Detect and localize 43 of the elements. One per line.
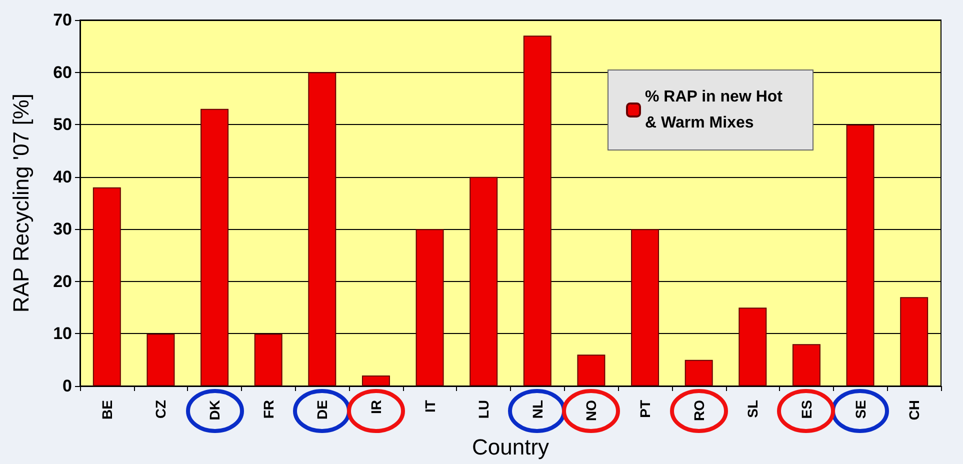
bar [470, 176, 498, 386]
x-tick-label: SL [744, 400, 761, 418]
x-tick-label: IR [368, 400, 384, 414]
bar [416, 229, 444, 386]
x-tick-label: DE [314, 400, 330, 420]
bar [254, 334, 282, 386]
x-tick-label: LU [476, 400, 492, 419]
x-tick-label: DK [206, 400, 223, 420]
bar [308, 72, 336, 386]
bar [631, 229, 660, 386]
y-tick-label: 70 [53, 10, 72, 30]
x-tick-label: BE [98, 400, 115, 420]
y-tick-label: 0 [62, 376, 72, 396]
x-tick-label: RO [690, 400, 707, 421]
bar [846, 124, 874, 386]
x-axis-title: Country [472, 434, 550, 460]
y-axis-title: RAP Recycling '07 [%] [8, 93, 34, 313]
y-tick-label: 30 [53, 220, 72, 239]
x-tick-label: FR [260, 400, 276, 419]
x-tick-label: CZ [152, 400, 169, 419]
x-tick-label: CH [906, 400, 922, 420]
x-tick-label: SE [852, 400, 868, 419]
bar [200, 108, 229, 386]
bar [792, 344, 820, 386]
x-tick-label: NL [529, 400, 546, 419]
bar [146, 334, 175, 386]
legend-label: % RAP in new Hot & Warm Mixes [645, 88, 787, 132]
bar [362, 376, 390, 386]
x-tick-label: PT [637, 400, 654, 418]
bar [92, 187, 121, 386]
bar [738, 308, 767, 386]
bar [523, 36, 552, 386]
x-tick-label: IT [422, 400, 438, 412]
x-tick-label: NO [583, 400, 600, 421]
bar [577, 354, 606, 386]
y-tick-label: 20 [53, 272, 72, 291]
y-tick-label: 60 [53, 62, 72, 82]
bar [900, 297, 928, 386]
y-tick-label: 50 [53, 115, 72, 134]
x-tick-label: ES [798, 400, 814, 419]
y-tick-label: 10 [53, 324, 72, 344]
y-tick-label: 40 [53, 167, 72, 186]
bar [684, 360, 713, 386]
